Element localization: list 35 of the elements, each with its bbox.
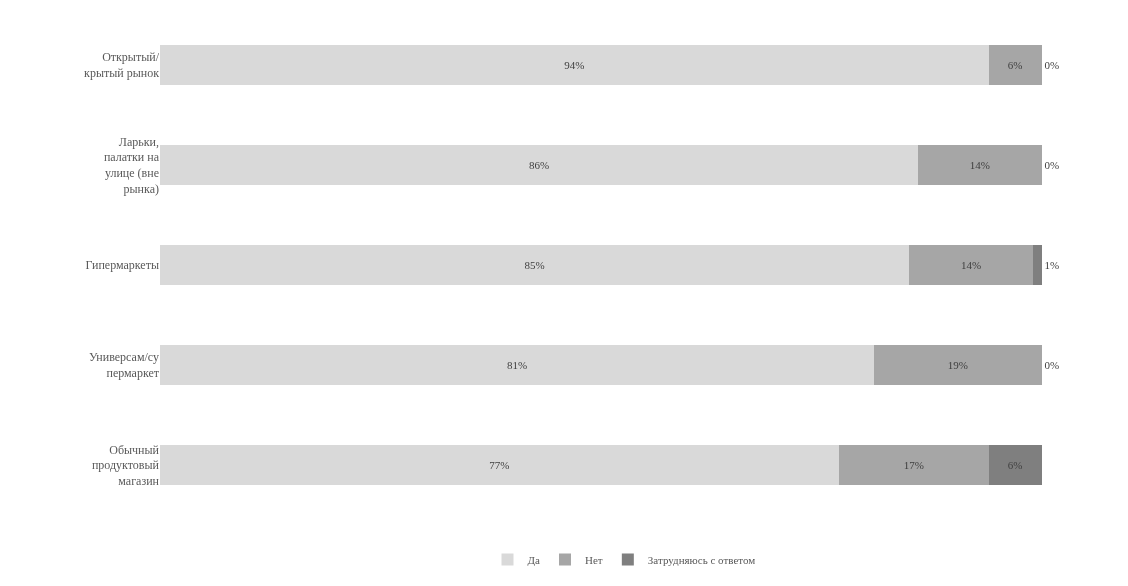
legend-label: Да xyxy=(527,553,540,566)
data-label: 0% xyxy=(1044,159,1060,171)
y-tick-label: Ларьки, палатки на улице (вне рынка) xyxy=(103,134,160,196)
y-tick-label: Обычный продуктовый магазин xyxy=(91,442,160,488)
data-label: 1% xyxy=(1044,259,1060,271)
bar xyxy=(874,345,1042,385)
bar xyxy=(160,245,910,285)
bar xyxy=(988,45,1042,85)
y-tick-label: Универсам/су пермаркет xyxy=(88,350,160,380)
bar xyxy=(160,345,875,385)
legend-label: Затрудняюсь с ответом xyxy=(647,553,756,566)
data-label: 14% xyxy=(969,159,990,171)
bar xyxy=(160,45,989,85)
legend-label: Нет xyxy=(585,553,603,566)
data-label: 94% xyxy=(564,59,585,71)
bar xyxy=(1032,245,1042,285)
data-label: 6% xyxy=(1007,59,1023,71)
bar xyxy=(160,445,839,485)
data-label: 86% xyxy=(529,159,550,171)
y-tick-label: Гипермаркеты xyxy=(85,258,159,273)
data-label: 0% xyxy=(1044,59,1060,71)
bar xyxy=(988,445,1042,485)
data-label: 19% xyxy=(947,359,968,371)
data-label: 85% xyxy=(524,259,545,271)
data-label: 6% xyxy=(1007,459,1023,471)
bar xyxy=(918,145,1042,185)
bar xyxy=(838,445,989,485)
data-label: 0% xyxy=(1044,359,1060,371)
data-label: 17% xyxy=(903,459,924,471)
data-label: 77% xyxy=(489,459,510,471)
data-label: 81% xyxy=(506,359,528,371)
bar xyxy=(160,145,919,185)
data-label: 14% xyxy=(960,259,982,271)
bar xyxy=(909,245,1033,285)
y-tick-label: Открытый/ крытый рынок xyxy=(84,50,160,80)
